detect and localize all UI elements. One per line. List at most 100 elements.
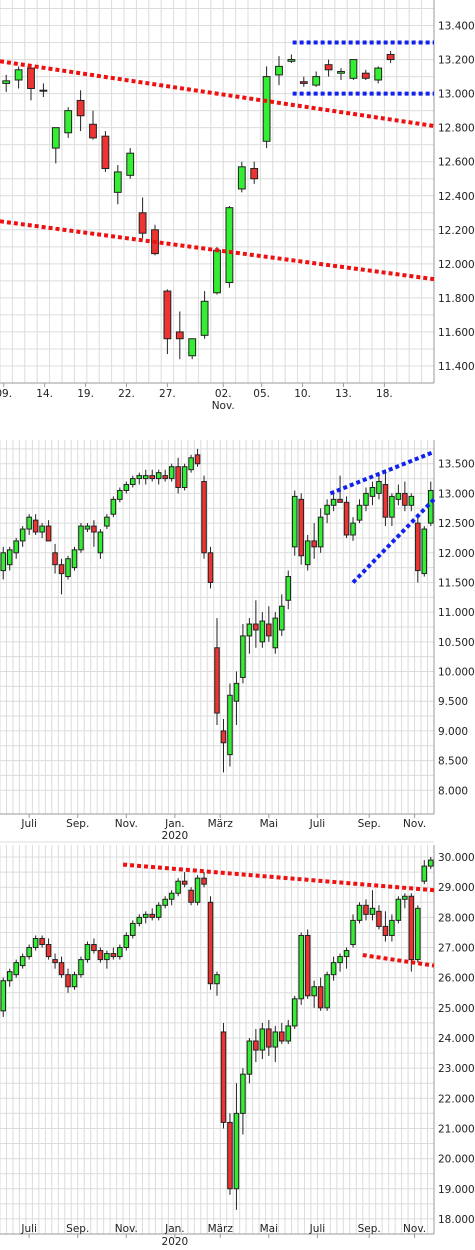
candlestick <box>142 469 149 485</box>
x-tick-label: Nov. <box>403 1223 426 1235</box>
candle-body <box>253 623 259 631</box>
candlestick <box>97 947 104 963</box>
y-tick-label: 26.000 <box>438 973 475 985</box>
candlestick <box>272 1025 279 1063</box>
candle-body <box>19 956 26 967</box>
candlestick <box>214 618 220 725</box>
candle-body <box>110 953 117 958</box>
candle-body <box>207 552 214 583</box>
candlestick <box>91 938 97 954</box>
candle-body <box>376 481 382 494</box>
candle-body <box>246 623 253 637</box>
candlestick <box>175 878 181 897</box>
candle-body <box>287 59 296 62</box>
candle-body <box>51 127 60 149</box>
candlestick <box>266 606 272 642</box>
x-tick-label: 02. <box>215 388 232 400</box>
candle-body <box>311 986 317 997</box>
candle-body <box>58 564 65 575</box>
candlestick <box>317 977 324 1011</box>
x-tick-label: 09. <box>0 388 12 400</box>
y-tick-label: 24.000 <box>438 1033 475 1045</box>
candlestick <box>324 971 330 1011</box>
candlestick <box>45 520 52 542</box>
candlestick <box>27 64 35 101</box>
candlestick <box>225 205 234 288</box>
candlestick <box>214 971 220 996</box>
candlestick <box>356 499 363 524</box>
candlestick <box>279 1022 285 1045</box>
y-tick-label: 12.000 <box>438 548 475 560</box>
candlestick <box>130 475 136 488</box>
candle-body <box>194 454 201 465</box>
candle-body <box>14 69 23 81</box>
candle-body <box>330 498 337 506</box>
candlestick <box>45 938 52 960</box>
candlestick <box>39 523 45 538</box>
candlestick <box>113 165 122 205</box>
y-tick-label: 10.500 <box>438 637 475 649</box>
candle-body <box>363 492 369 506</box>
candle-body <box>39 525 45 533</box>
candlestick <box>117 487 123 503</box>
candlestick <box>253 1028 259 1063</box>
candlestick <box>361 69 370 81</box>
candlestick <box>262 66 271 149</box>
candlestick <box>311 523 317 559</box>
candlestick <box>213 246 221 295</box>
candlestick <box>246 618 253 654</box>
y-tick-label: 12.500 <box>438 518 475 530</box>
candle-body <box>0 980 7 1012</box>
candle-body <box>279 605 285 631</box>
candlestick <box>402 893 408 909</box>
candlestick <box>324 499 330 524</box>
y-tick-label: 12.200 <box>438 225 475 237</box>
candlestick <box>162 469 168 482</box>
candlestick <box>71 546 78 571</box>
candle-body <box>138 212 147 234</box>
candlestick <box>369 481 376 506</box>
candle-body <box>188 889 194 903</box>
candlestick <box>13 959 19 978</box>
candle-body <box>343 950 350 958</box>
candle-body <box>356 904 363 921</box>
candle-body <box>91 944 97 952</box>
candlestick <box>337 953 343 972</box>
candlestick <box>110 496 117 518</box>
candle-body <box>149 913 155 918</box>
candle-body <box>45 944 52 958</box>
candle-body <box>181 880 188 885</box>
candlestick <box>253 600 259 648</box>
y-tick-label: 8.000 <box>438 785 468 797</box>
candle-body <box>415 907 421 961</box>
candlestick <box>415 905 421 963</box>
y-tick-label: 11.600 <box>438 327 475 339</box>
y-tick-label: 21.000 <box>438 1123 475 1135</box>
candle-body <box>227 1121 233 1190</box>
y-tick-label: 11.800 <box>438 293 475 305</box>
candle-body <box>285 576 292 601</box>
y-tick-label: 25.000 <box>438 1003 475 1015</box>
candlestick <box>363 487 369 512</box>
chart-panel-1: 13.400 13.200 13.000 12.800 12.600 12.400 12.2… <box>0 0 475 412</box>
candle-body <box>201 481 207 554</box>
candle-body <box>32 937 39 949</box>
candlestick <box>155 469 162 485</box>
candle-body <box>0 552 7 572</box>
candle-body <box>220 730 227 744</box>
candle-body <box>6 971 13 982</box>
candlestick <box>19 953 26 969</box>
candle-body <box>317 516 324 548</box>
candlestick <box>123 932 130 951</box>
y-tick-label: 12.600 <box>438 157 475 169</box>
candle-body <box>376 910 382 927</box>
candle-body <box>246 1040 253 1075</box>
candlestick <box>110 947 117 960</box>
candlestick <box>142 911 149 924</box>
candle-body <box>240 635 246 678</box>
candle-body <box>168 466 175 480</box>
trendline-blue <box>351 497 436 584</box>
candle-body <box>136 916 143 924</box>
candle-body <box>311 540 317 548</box>
candle-body <box>350 522 356 536</box>
